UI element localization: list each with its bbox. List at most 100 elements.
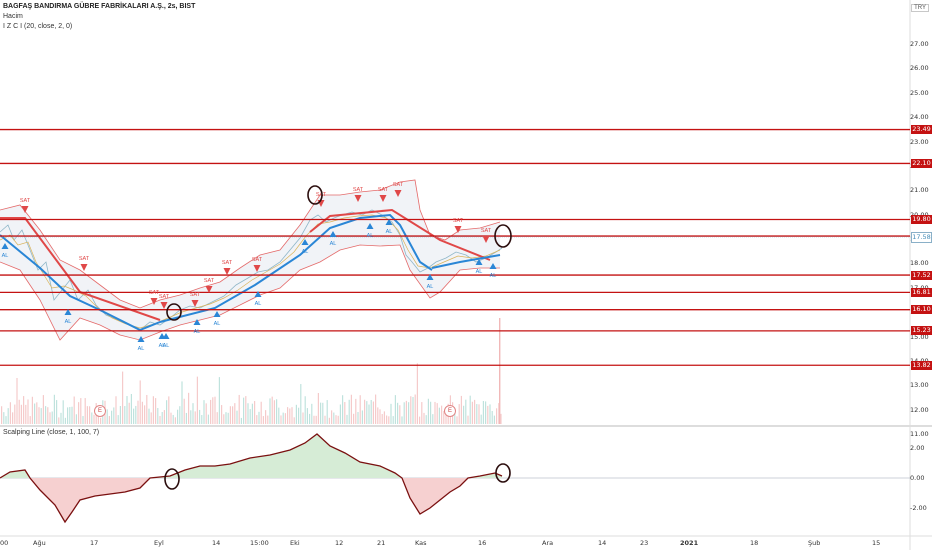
volume-bar xyxy=(34,403,36,424)
volume-legend[interactable]: Hacim xyxy=(3,13,23,20)
volume-bar xyxy=(3,412,5,424)
volume-bar xyxy=(236,410,238,424)
volume-bar xyxy=(355,398,357,424)
oscillator-positive-fill xyxy=(0,434,502,478)
volume-bar xyxy=(425,415,427,424)
volume-bar xyxy=(258,411,260,424)
buy-signal-label: AL xyxy=(302,249,309,255)
volume-bar xyxy=(144,405,146,424)
trend-up-3 xyxy=(431,254,501,269)
volume-bar xyxy=(265,410,267,424)
time-tick-label: 15:00 xyxy=(250,539,269,547)
time-tick-label: 14 xyxy=(598,539,607,547)
volume-bar xyxy=(174,417,176,424)
volume-bar xyxy=(467,415,469,424)
sell-signal-arrow xyxy=(21,206,29,213)
volume-bar xyxy=(458,404,460,424)
volume-bar xyxy=(359,395,361,424)
volume-bar xyxy=(498,403,500,424)
sell-signal-arrow xyxy=(394,190,402,197)
volume-bar xyxy=(408,402,410,424)
volume-bar xyxy=(416,363,418,424)
volume-bar xyxy=(166,400,168,424)
oscillator-tick-label: 0.00 xyxy=(910,474,925,482)
volume-bar xyxy=(405,400,407,424)
bollinger-upper xyxy=(0,179,501,309)
volume-bar xyxy=(438,407,440,424)
annotation-circle xyxy=(166,303,182,321)
volume-bar xyxy=(454,411,456,424)
volume-bar xyxy=(62,400,64,424)
volume-bar xyxy=(304,396,306,424)
buy-signal-arrow xyxy=(475,259,483,265)
volume-bar xyxy=(56,400,58,424)
volume-bar xyxy=(91,412,93,424)
volume-bar xyxy=(342,395,344,424)
volume-bar xyxy=(203,400,205,424)
sell-signal-arrow xyxy=(354,195,362,202)
buy-signal-label: AL xyxy=(194,329,201,335)
price-tick-label: 21.00 xyxy=(910,186,929,195)
volume-bar xyxy=(434,401,436,424)
time-tick-label: 14 xyxy=(212,539,221,547)
oscillator-legend[interactable]: Scalping Line (close, 1, 100, 7) xyxy=(3,429,100,436)
volume-bar xyxy=(350,394,352,424)
volume-bar xyxy=(430,401,432,424)
earnings-event-marker[interactable]: E xyxy=(94,405,106,417)
volume-bar xyxy=(111,410,113,424)
volume-bar xyxy=(53,394,55,424)
volume-bar xyxy=(306,408,308,424)
time-tick-label: Ara xyxy=(542,539,554,547)
volume-bar xyxy=(251,403,253,424)
volume-bar xyxy=(247,403,249,424)
price-tick-label: 26.00 xyxy=(910,64,929,73)
sell-signal-label: SAT xyxy=(378,187,389,193)
volume-bar xyxy=(51,411,53,424)
volume-bar xyxy=(291,407,293,424)
volume-bar xyxy=(326,400,328,424)
sell-signal-arrow xyxy=(454,226,462,233)
volume-bar xyxy=(366,401,368,424)
time-tick-label: 00 xyxy=(0,539,9,547)
currency-badge[interactable]: TRY xyxy=(911,4,929,12)
volume-bar xyxy=(500,413,502,424)
price-tick-label: 20.00 xyxy=(910,211,932,219)
buy-signal-arrow xyxy=(366,223,374,229)
chart-title[interactable]: BAGFAŞ BANDIRMA GÜBRE FABRİKALARI A.Ş., … xyxy=(3,3,196,10)
volume-bar xyxy=(295,404,297,424)
volume-bar xyxy=(471,401,473,424)
volume-bar xyxy=(267,415,269,424)
volume-bar xyxy=(212,397,214,424)
sell-signal-label: SAT xyxy=(204,278,215,284)
volume-bar xyxy=(78,402,80,424)
volume-bar xyxy=(493,415,495,424)
volume-bar xyxy=(361,410,363,424)
earnings-event-marker[interactable]: E xyxy=(444,405,456,417)
sell-signal-arrow xyxy=(379,195,387,202)
volume-bar xyxy=(377,407,379,424)
volume-bar xyxy=(49,412,51,424)
volume-bar xyxy=(146,394,148,424)
volume-bar xyxy=(234,403,236,424)
volume-bar xyxy=(238,394,240,424)
volume-bar xyxy=(225,412,227,424)
volume-bar xyxy=(482,400,484,424)
volume-bar xyxy=(357,412,359,424)
sell-signal-arrow xyxy=(223,268,231,275)
volume-bar xyxy=(181,381,183,424)
sell-signal-arrow xyxy=(150,298,158,305)
volume-bar xyxy=(353,413,355,424)
volume-bar xyxy=(474,399,476,424)
volume-bar xyxy=(82,416,84,424)
volume-bar xyxy=(335,415,337,424)
volume-bar xyxy=(1,406,3,424)
indicator-legend[interactable]: I Z C I (20, close, 2, 0) xyxy=(3,23,73,30)
time-tick-label: Eyl xyxy=(154,539,164,547)
time-tick-label: 12 xyxy=(335,539,344,547)
volume-bar xyxy=(372,401,374,424)
volume-bar xyxy=(476,404,478,424)
volume-bar xyxy=(36,402,38,424)
volume-bar xyxy=(333,412,335,424)
volume-bar xyxy=(84,398,86,424)
